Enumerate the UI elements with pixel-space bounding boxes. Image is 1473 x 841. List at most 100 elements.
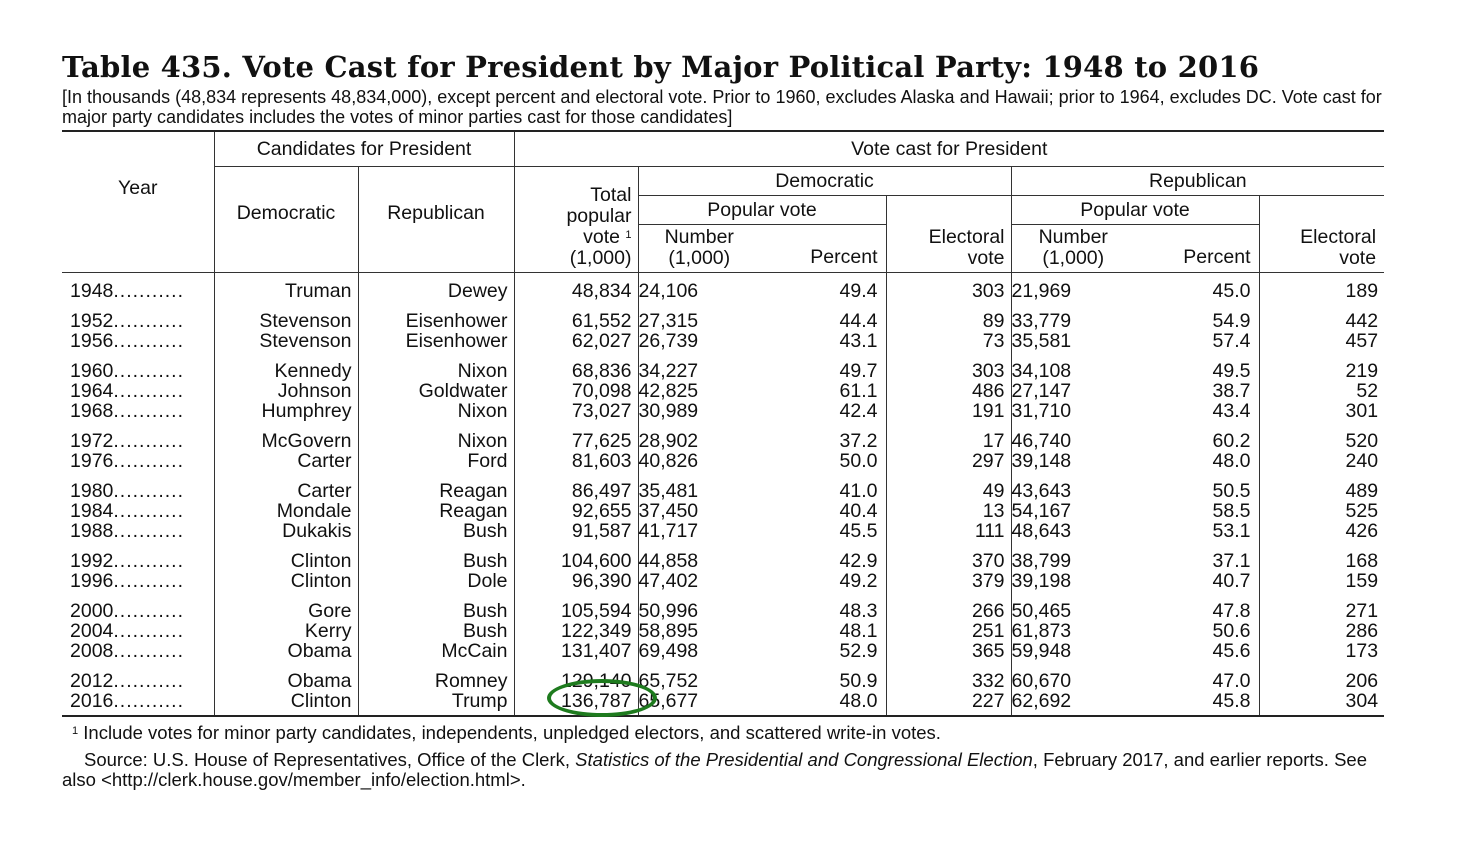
cell-rep-percent: 43.4 [1212, 400, 1251, 422]
cell-rep-number: 31,710 [1010, 401, 1135, 421]
table-row: 2000........... Gore Bush 105,594 50,996 48.3… [62, 591, 1385, 622]
table-row: 2004........... Kerry Bush 122,349 58,895 48.… [62, 621, 1385, 641]
footnote-text: Include votes for minor party candidates… [83, 722, 941, 743]
cell-rep-percent: 48.0 [1212, 450, 1251, 472]
cell-year: 1948........... [62, 273, 214, 302]
cell-total-vote: 104,600 [513, 541, 638, 571]
cell-dem-electoral: 89 [885, 301, 1011, 331]
footnote-block: 1 Include votes for minor party candidat… [62, 723, 1384, 790]
cell-rep-number: 39,148 [1010, 451, 1135, 471]
cell-dem-percent: 49.4 [839, 280, 878, 302]
cell-dem-candidate: Clinton [213, 541, 358, 571]
cell-year: 2008........... [62, 641, 214, 661]
cell-rep-number: 62,692 [1010, 691, 1135, 716]
cell-dem-percent: 44.4 [839, 310, 878, 332]
cell-rep-number: 43,643 [1010, 471, 1135, 501]
table-row: 1996........... Clinton Dole 96,390 47,402 49… [62, 570, 1385, 592]
cell-total-vote: 70,098 [513, 381, 638, 401]
year-label: 1968 [70, 400, 114, 422]
cell-dem-number: 34,227 [637, 351, 760, 381]
cell-rep-percent: 53.1 [1212, 520, 1251, 542]
dot-leader: ........... [113, 670, 184, 692]
cell-dem-candidate: Obama [213, 641, 358, 661]
cell-rep-percent: 45.8 [1212, 690, 1251, 712]
table-row: 1968........... Humphrey Nixon 73,027 30,989… [62, 400, 1385, 422]
cell-total-vote: 92,655 [513, 501, 638, 521]
cell-dem-candidate: Clinton [213, 571, 358, 591]
cell-dem-percent: 52.9 [839, 640, 878, 662]
headnote: [In thousands (48,834 represents 48,834,… [62, 87, 1382, 127]
cell-rep-electoral: 489 [1258, 471, 1385, 501]
dot-leader: ........... [113, 600, 184, 622]
cell-rep-percent: 45.0 [1212, 280, 1251, 302]
cell-dem-number: 42,825 [637, 381, 760, 401]
dot-leader: ........... [113, 690, 184, 712]
footnote: 1 Include votes for minor party candidat… [72, 723, 1384, 743]
cell-total-vote: 48,834 [513, 272, 638, 301]
cell-rep-percent: 47.0 [1212, 670, 1251, 692]
cell-dem-electoral: 73 [885, 331, 1011, 351]
cell-dem-electoral: 191 [885, 401, 1011, 421]
table-row: 1960........... Kennedy Nixon 68,836 34,227 4… [62, 351, 1385, 381]
cell-rep-percent: 40.7 [1212, 570, 1251, 592]
cell-rep-number: 21,969 [1010, 272, 1135, 301]
cell-dem-percent: 42.9 [839, 550, 878, 572]
cell-rep-electoral: 271 [1258, 591, 1385, 621]
cell-rep-percent: 54.9 [1212, 310, 1251, 332]
cell-dem-electoral: 332 [885, 661, 1011, 691]
table-body: 1948........... Truman Dewey 48,834 24,106 49… [62, 272, 1385, 717]
cell-dem-candidate: Kerry [213, 621, 358, 641]
dot-leader: ........... [113, 640, 184, 662]
dot-leader: ........... [113, 520, 184, 542]
dot-leader: ........... [113, 380, 184, 402]
cell-dem-candidate: Gore [213, 591, 358, 621]
cell-rep-candidate: Ford [357, 451, 514, 471]
cell-rep-candidate: Nixon [357, 351, 514, 381]
dot-leader: ........... [113, 430, 184, 452]
cell-dem-candidate: Stevenson [213, 301, 358, 331]
cell-total-vote: 96,390 [513, 571, 638, 591]
cell-rep-electoral: 525 [1258, 501, 1385, 521]
source-title: Statistics of the Presidential and Congr… [575, 749, 1033, 770]
cell-year: 1964........... [62, 381, 214, 401]
table-row: 1992........... Clinton Bush 104,600 44,858 4… [62, 541, 1385, 572]
header-total-unit: (1,000) [569, 247, 632, 269]
dot-leader: ........... [113, 500, 184, 522]
table-header: Year Candidates for President Vote cast … [62, 131, 1385, 273]
cell-dem-electoral: 370 [885, 541, 1011, 571]
cell-rep-number: 59,948 [1010, 641, 1135, 661]
cell-rep-percent: 37.1 [1212, 550, 1251, 572]
cell-dem-candidate: Kennedy [213, 351, 358, 381]
cell-dem-electoral: 13 [885, 501, 1011, 521]
dot-leader: ........... [113, 480, 184, 502]
cell-year: 1996........... [62, 571, 214, 591]
cell-year: 1992........... [62, 541, 214, 571]
header-rep-percent: Percent [1135, 224, 1259, 273]
cell-total-vote: 77,625 [513, 421, 638, 451]
header-dem-percent: Percent [760, 224, 886, 273]
year-label: 2000 [70, 600, 114, 622]
cell-rep-number: 39,198 [1010, 571, 1135, 591]
cell-rep-candidate: Bush [357, 541, 514, 571]
header-year: Year [62, 131, 214, 273]
highlight-ellipse [547, 679, 657, 717]
cell-dem-candidate: Carter [213, 471, 358, 501]
header-rep-electoral-vote: Electoral vote [1258, 195, 1385, 273]
cell-dem-percent: 43.1 [839, 330, 878, 352]
cell-rep-candidate: McCain [357, 641, 514, 661]
cell-dem-percent: 48.3 [839, 600, 878, 622]
cell-dem-percent: 48.0 [839, 690, 878, 712]
dot-leader: ........... [113, 280, 184, 302]
header-dem-number: Number (1,000) [637, 224, 760, 273]
table-row: 1964........... Johnson Goldwater 70,098 42,… [62, 381, 1385, 401]
cell-year: 2012........... [62, 661, 214, 691]
cell-dem-electoral: 251 [885, 621, 1011, 641]
footnote-mark: 1 [72, 725, 79, 737]
cell-total-vote: 73,027 [513, 401, 638, 421]
cell-total-vote: 62,027 [513, 331, 638, 351]
year-label: 1996 [70, 570, 114, 592]
header-rep-electoral-label: Electoral [1300, 226, 1377, 248]
cell-dem-percent: 50.9 [839, 670, 878, 692]
cell-rep-electoral: 286 [1258, 621, 1385, 641]
year-label: 1992 [70, 550, 114, 572]
